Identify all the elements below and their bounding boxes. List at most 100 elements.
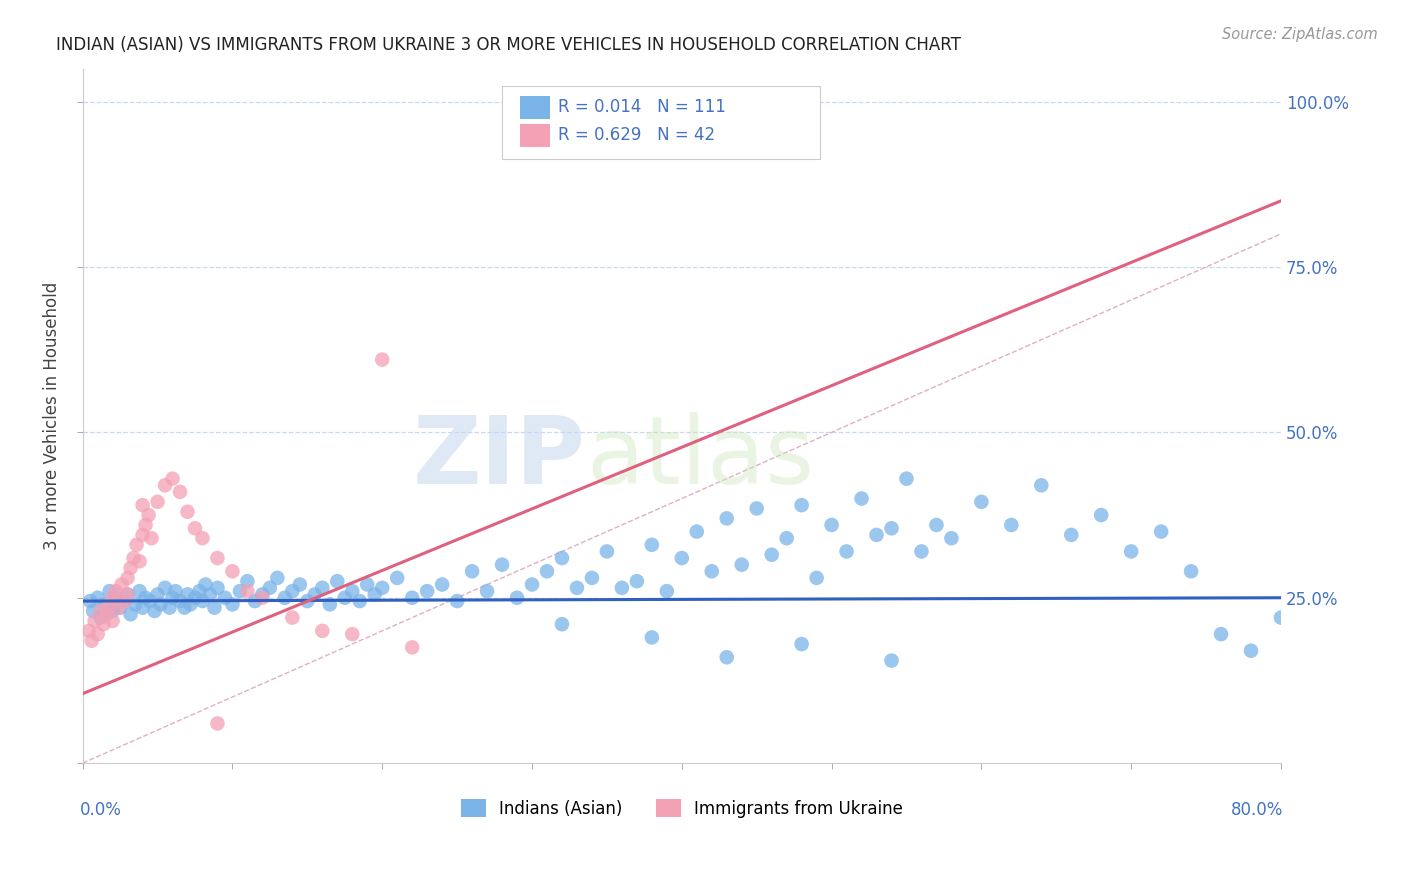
Point (880, 654, 903, 668)
Point (401, 640, 423, 655)
Point (896, 472, 918, 486)
Point (311, 581, 333, 595)
Point (641, 538, 664, 552)
Point (1209, 627, 1232, 641)
Legend: Indians (Asian), Immigrants from Ukraine: Indians (Asian), Immigrants from Ukraine (454, 793, 910, 824)
Point (98, 598, 121, 612)
Y-axis label: 3 or more Vehicles in Household: 3 or more Vehicles in Household (44, 282, 60, 550)
Point (671, 551, 693, 566)
Point (169, 484, 191, 499)
Point (731, 558, 754, 572)
Point (700, 564, 723, 578)
Point (120, 607, 142, 622)
Point (851, 491, 873, 506)
Point (820, 518, 842, 533)
Point (117, 587, 139, 601)
Point (221, 564, 243, 578)
Point (176, 587, 198, 601)
Point (243, 594, 266, 608)
Point (179, 598, 201, 612)
Point (131, 498, 153, 512)
Point (910, 544, 932, 558)
Point (333, 591, 356, 605)
Text: 0.0%: 0.0% (80, 801, 122, 819)
Point (252, 587, 274, 601)
Point (297, 594, 319, 608)
Point (941, 531, 963, 545)
Point (349, 594, 371, 608)
Point (173, 600, 195, 615)
Point (194, 577, 217, 591)
Point (79, 594, 101, 608)
Point (114, 594, 136, 608)
Point (520, 577, 543, 591)
Point (491, 558, 513, 572)
Point (165, 584, 187, 599)
Point (835, 544, 858, 558)
Point (416, 584, 439, 599)
Text: Source: ZipAtlas.com: Source: ZipAtlas.com (1222, 27, 1378, 42)
Point (371, 352, 394, 367)
Point (364, 587, 387, 601)
Point (536, 564, 558, 578)
Point (1180, 564, 1202, 578)
Point (104, 584, 127, 599)
Point (159, 600, 181, 615)
Point (259, 581, 281, 595)
Point (128, 554, 150, 568)
Point (790, 498, 813, 512)
Point (77, 624, 100, 638)
Text: R = 0.629   N = 42: R = 0.629 N = 42 (558, 126, 716, 145)
Point (565, 581, 588, 595)
Point (138, 508, 160, 522)
Point (716, 511, 738, 525)
Point (108, 600, 131, 615)
Point (191, 594, 214, 608)
Text: atlas: atlas (586, 411, 814, 503)
Point (686, 524, 709, 539)
Point (110, 577, 132, 591)
Point (641, 631, 664, 645)
Point (101, 591, 124, 605)
Point (101, 614, 124, 628)
Point (925, 518, 948, 533)
Point (775, 531, 797, 545)
Point (551, 551, 574, 566)
Point (153, 581, 176, 595)
Point (128, 584, 150, 599)
Point (125, 538, 148, 552)
Point (149, 598, 172, 612)
Point (342, 584, 364, 599)
Point (191, 531, 214, 545)
Point (401, 591, 423, 605)
Point (761, 548, 783, 562)
Point (304, 587, 326, 601)
Point (745, 501, 768, 516)
Point (581, 571, 603, 585)
Point (117, 571, 139, 585)
Point (117, 587, 139, 601)
Point (281, 610, 304, 624)
Point (124, 598, 146, 612)
Point (610, 581, 633, 595)
Point (101, 604, 124, 618)
Point (139, 594, 162, 608)
Text: 80.0%: 80.0% (1232, 801, 1284, 819)
Point (162, 472, 184, 486)
Point (1031, 478, 1053, 492)
Point (865, 528, 887, 542)
Point (131, 528, 153, 542)
Point (162, 591, 184, 605)
Point (94, 598, 117, 612)
Point (80, 633, 103, 648)
Point (430, 577, 453, 591)
Point (90, 610, 112, 624)
Point (153, 478, 176, 492)
Point (184, 591, 207, 605)
Point (207, 551, 229, 566)
Point (188, 584, 211, 599)
Text: ZIP: ZIP (413, 411, 586, 503)
Point (198, 587, 221, 601)
Point (806, 571, 828, 585)
Point (86, 591, 108, 605)
